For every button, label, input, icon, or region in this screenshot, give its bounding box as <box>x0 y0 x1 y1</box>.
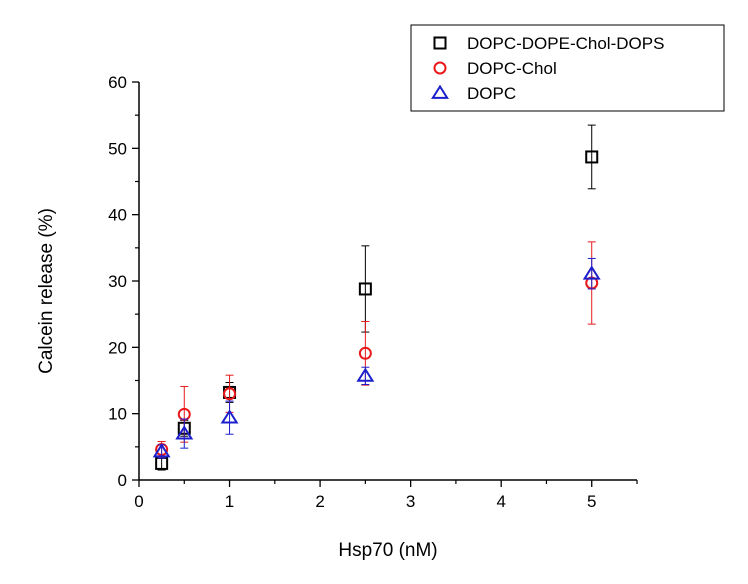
x-axis-title: Hsp70 (nM) <box>338 540 437 561</box>
data-point <box>356 367 375 382</box>
y-tick-label: 60 <box>108 73 127 92</box>
legend-label: DOPC <box>467 84 516 103</box>
x-tick-label: 2 <box>315 492 324 511</box>
y-tick-label: 50 <box>108 139 127 158</box>
data-point <box>152 443 171 458</box>
data-point <box>585 150 599 164</box>
legend: DOPC-DOPE-Chol-DOPS DOPC-Chol DOPC <box>410 24 725 112</box>
data-point <box>220 409 239 424</box>
y-tick-label: 20 <box>108 338 127 357</box>
y-tick-label: 30 <box>108 272 127 291</box>
series-layer <box>152 124 601 471</box>
x-tick-label: 5 <box>587 492 596 511</box>
y-axis-title: Calcein release (%) <box>36 208 57 374</box>
series-square <box>155 124 599 471</box>
data-point <box>358 346 372 360</box>
x-tick-label: 3 <box>406 492 415 511</box>
data-point <box>223 387 237 401</box>
legend-label: DOPC-Chol <box>467 59 557 78</box>
legend-marker <box>433 36 447 50</box>
y-tick-label: 0 <box>118 471 127 490</box>
legend-marker <box>433 61 447 75</box>
legend-box <box>410 24 725 112</box>
legend-marker <box>431 84 449 99</box>
data-point <box>582 265 601 280</box>
series-circle <box>155 241 599 458</box>
legend-label: DOPC-DOPE-Chol-DOPS <box>467 34 664 53</box>
y-tick-label: 40 <box>108 206 127 225</box>
data-point <box>358 282 372 296</box>
x-tick-label: 1 <box>225 492 234 511</box>
y-tick-label: 10 <box>108 405 127 424</box>
x-tick-label: 4 <box>496 492 505 511</box>
data-point <box>175 425 194 440</box>
series-triangle <box>152 257 601 459</box>
x-tick-label: 0 <box>134 492 143 511</box>
